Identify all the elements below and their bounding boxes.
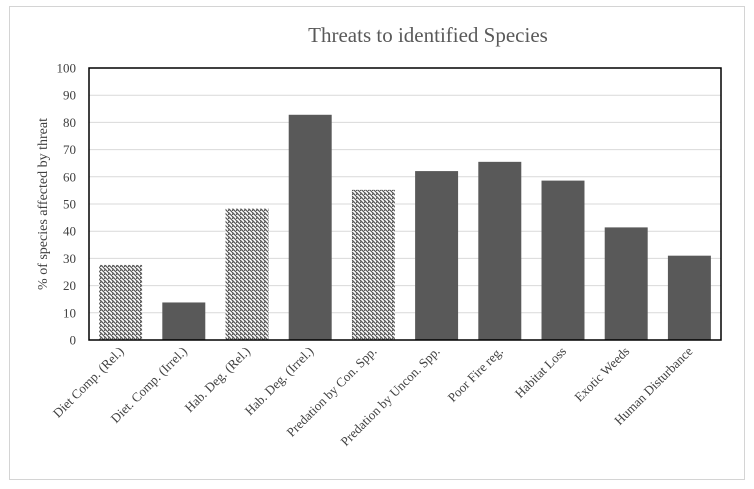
y-tick-label: 0 xyxy=(70,333,77,348)
y-tick-label: 60 xyxy=(63,169,76,184)
y-axis-label: % of species affected by threat xyxy=(36,118,51,290)
y-tick-label: 70 xyxy=(63,142,76,157)
bar-10 xyxy=(667,255,711,340)
y-tick-label: 40 xyxy=(63,224,76,239)
plot-area-border xyxy=(88,67,722,341)
bars xyxy=(99,114,711,340)
bar-3 xyxy=(225,208,269,340)
x-tick-label: Hab. Deg. (Rel.) xyxy=(182,344,254,416)
y-tick-label: 20 xyxy=(63,278,76,293)
bar-8 xyxy=(541,180,585,340)
y-tick-label: 90 xyxy=(63,88,76,103)
y-tick-labels: 0 10 20 30 40 50 60 70 80 90 100 xyxy=(57,61,77,348)
y-tick-label: 100 xyxy=(57,61,77,76)
y-tick-label: 80 xyxy=(63,115,76,130)
bar-7 xyxy=(478,161,522,340)
y-tick-label: 50 xyxy=(63,197,76,212)
bar-4 xyxy=(288,114,332,340)
bar-9 xyxy=(604,227,648,340)
bar-2 xyxy=(162,302,206,340)
x-tick-label: Exotic Weeds xyxy=(571,344,632,405)
x-tick-label: Poor Fire reg. xyxy=(445,344,506,405)
x-tick-labels: Diet Comp. (Rel.)Diet. Comp. (Irrel.)Hab… xyxy=(50,343,696,448)
chart-title: Threats to identified Species xyxy=(308,23,548,47)
bar-1 xyxy=(99,264,143,340)
bar-6 xyxy=(415,171,459,340)
y-tick-label: 10 xyxy=(63,305,76,320)
bar-5 xyxy=(351,189,395,340)
y-tick-label: 30 xyxy=(63,251,76,266)
x-tick-label: Habitat Loss xyxy=(512,344,569,401)
